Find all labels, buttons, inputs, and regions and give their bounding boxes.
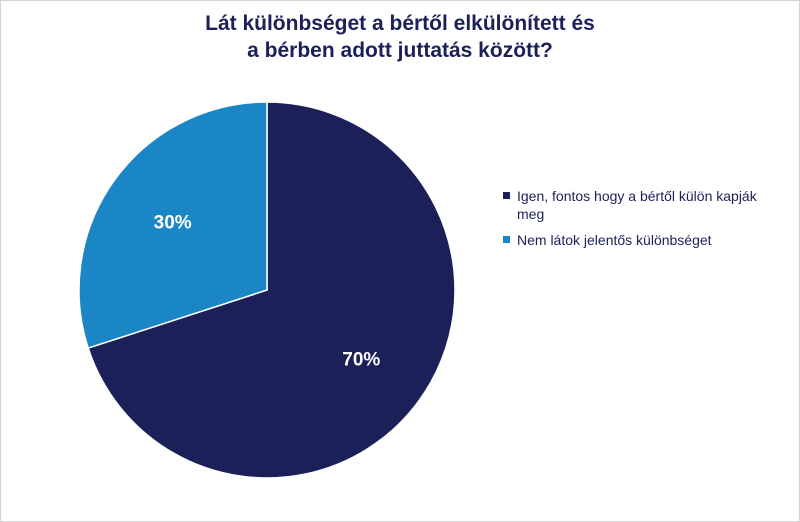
chart-legend: Igen, fontos hogy a bértől külön kapják … [503,187,773,257]
legend-label-igen: Igen, fontos hogy a bértől külön kapják … [517,188,757,222]
chart-title-line-2: a bérben adott juttatás között? [247,39,553,62]
pie-label-nem: 30% [154,212,192,233]
legend-swatch-igen [503,192,510,199]
pie-label-igen: 70% [342,350,380,371]
pie-slice-nem [78,101,268,350]
legend-swatch-nem [503,236,510,243]
pie-slice-igen [87,101,456,479]
legend-item-nem: Nem látok jelentős különbséget [503,231,773,249]
legend-label-nem: Nem látok jelentős különbséget [517,232,712,248]
legend-item-igen: Igen, fontos hogy a bértől külön kapják … [503,187,773,223]
chart-title: Lát különbséget a bértől elkülönített és… [0,10,800,64]
chart-title-line-1: Lát különbséget a bértől elkülönített és [205,12,595,35]
